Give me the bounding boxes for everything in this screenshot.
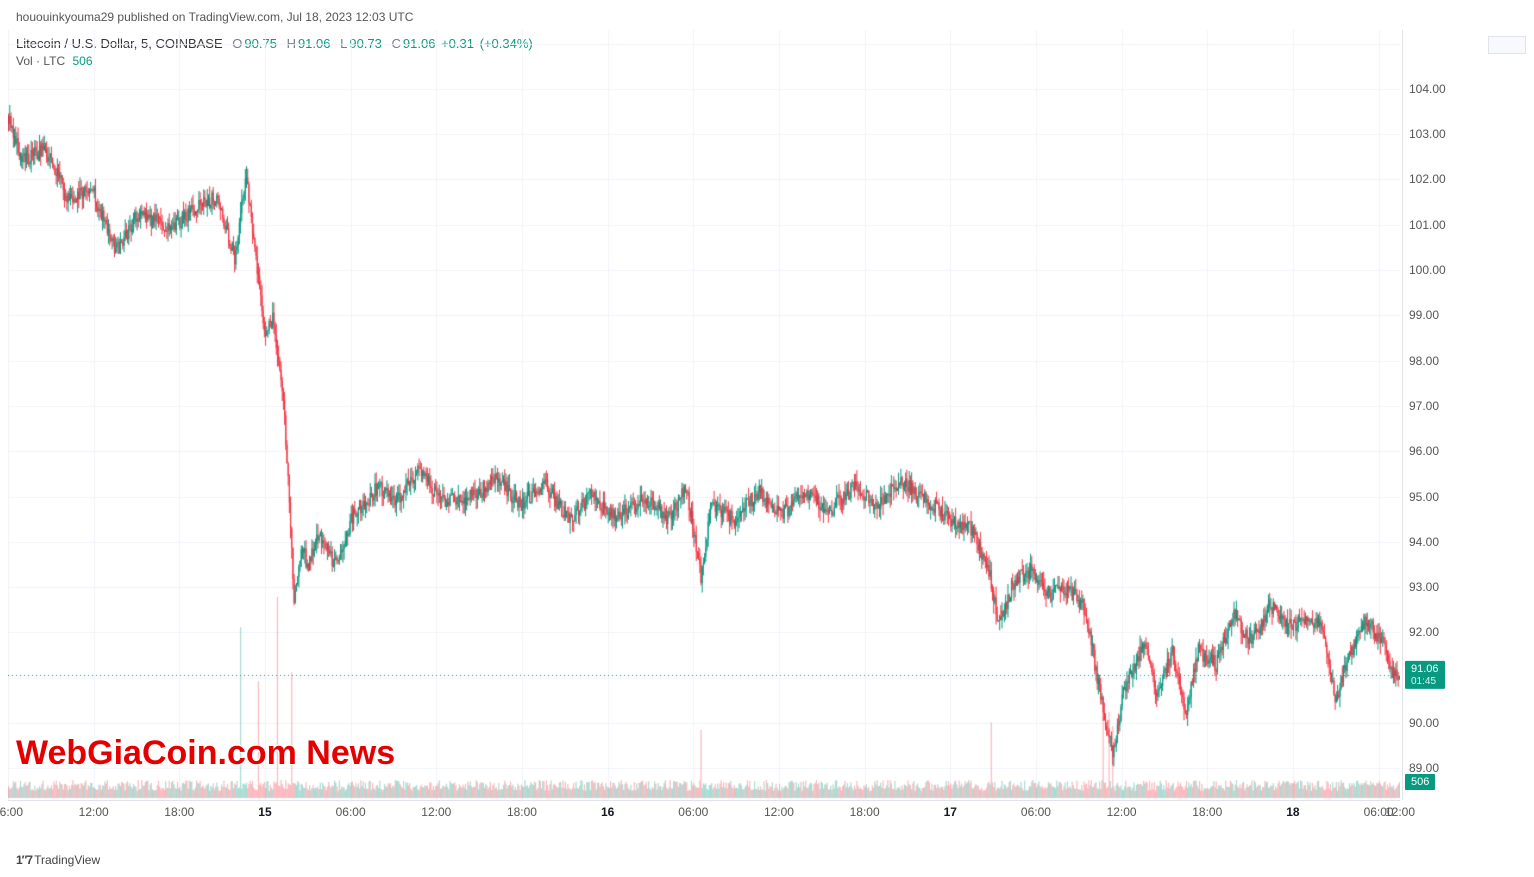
xaxis-tick: 06:00 [336, 805, 366, 819]
xaxis-tick: 12:00 [1107, 805, 1137, 819]
xaxis-tick: 18 [1286, 805, 1299, 819]
price-axis[interactable]: 89.0090.0091.0092.0093.0094.0095.0096.00… [1402, 30, 1528, 800]
yaxis-tick: 96.00 [1409, 444, 1439, 458]
xaxis-tick: 12:00 [421, 805, 451, 819]
xaxis-tick: 06:00 [678, 805, 708, 819]
tv-mark-icon: 1″7 [16, 853, 32, 867]
yaxis-tick: 92.00 [1409, 625, 1439, 639]
xaxis-tick: 18:00 [164, 805, 194, 819]
yaxis-tick: 93.00 [1409, 580, 1439, 594]
yaxis-tick: 102.00 [1409, 172, 1446, 186]
tradingview-logo: 1″7TradingView [16, 853, 100, 867]
xaxis-tick: 06:00 [0, 805, 23, 819]
candlestick-canvas [8, 30, 1400, 800]
xaxis-tick: 18:00 [850, 805, 880, 819]
yaxis-tick: 101.00 [1409, 218, 1446, 232]
xaxis-tick: 12:00 [1385, 805, 1415, 819]
xaxis-tick: 18:00 [507, 805, 537, 819]
publish-info: hououinkyouma29 published on TradingView… [16, 10, 413, 24]
yaxis-tick: 94.00 [1409, 535, 1439, 549]
xaxis-tick: 12:00 [764, 805, 794, 819]
last-price-tag: 91.0601:45 [1405, 661, 1445, 689]
yaxis-tick: 100.00 [1409, 263, 1446, 277]
yaxis-tick: 104.00 [1409, 82, 1446, 96]
yaxis-tick: 99.00 [1409, 308, 1439, 322]
yaxis-tick: 95.00 [1409, 490, 1439, 504]
xaxis-tick: 12:00 [79, 805, 109, 819]
tradingview-chart-screenshot: hououinkyouma29 published on TradingView… [0, 0, 1534, 877]
xaxis-tick: 15 [258, 805, 271, 819]
volume-axis-tag: 506 [1405, 774, 1435, 790]
yaxis-tick: 90.00 [1409, 716, 1439, 730]
xaxis-tick: 16 [601, 805, 614, 819]
yaxis-tick: 98.00 [1409, 354, 1439, 368]
price-chart-area[interactable] [8, 30, 1400, 800]
time-axis[interactable]: 06:00 12:00 18:00 15 06:00 12:00 18:00 16 06:00 1… [8, 800, 1400, 824]
xaxis-tick: 06:00 [1021, 805, 1051, 819]
yaxis-tick: 97.00 [1409, 399, 1439, 413]
yaxis-tick: 103.00 [1409, 127, 1446, 141]
xaxis-tick: 17 [944, 805, 957, 819]
xaxis-tick: 18:00 [1192, 805, 1222, 819]
